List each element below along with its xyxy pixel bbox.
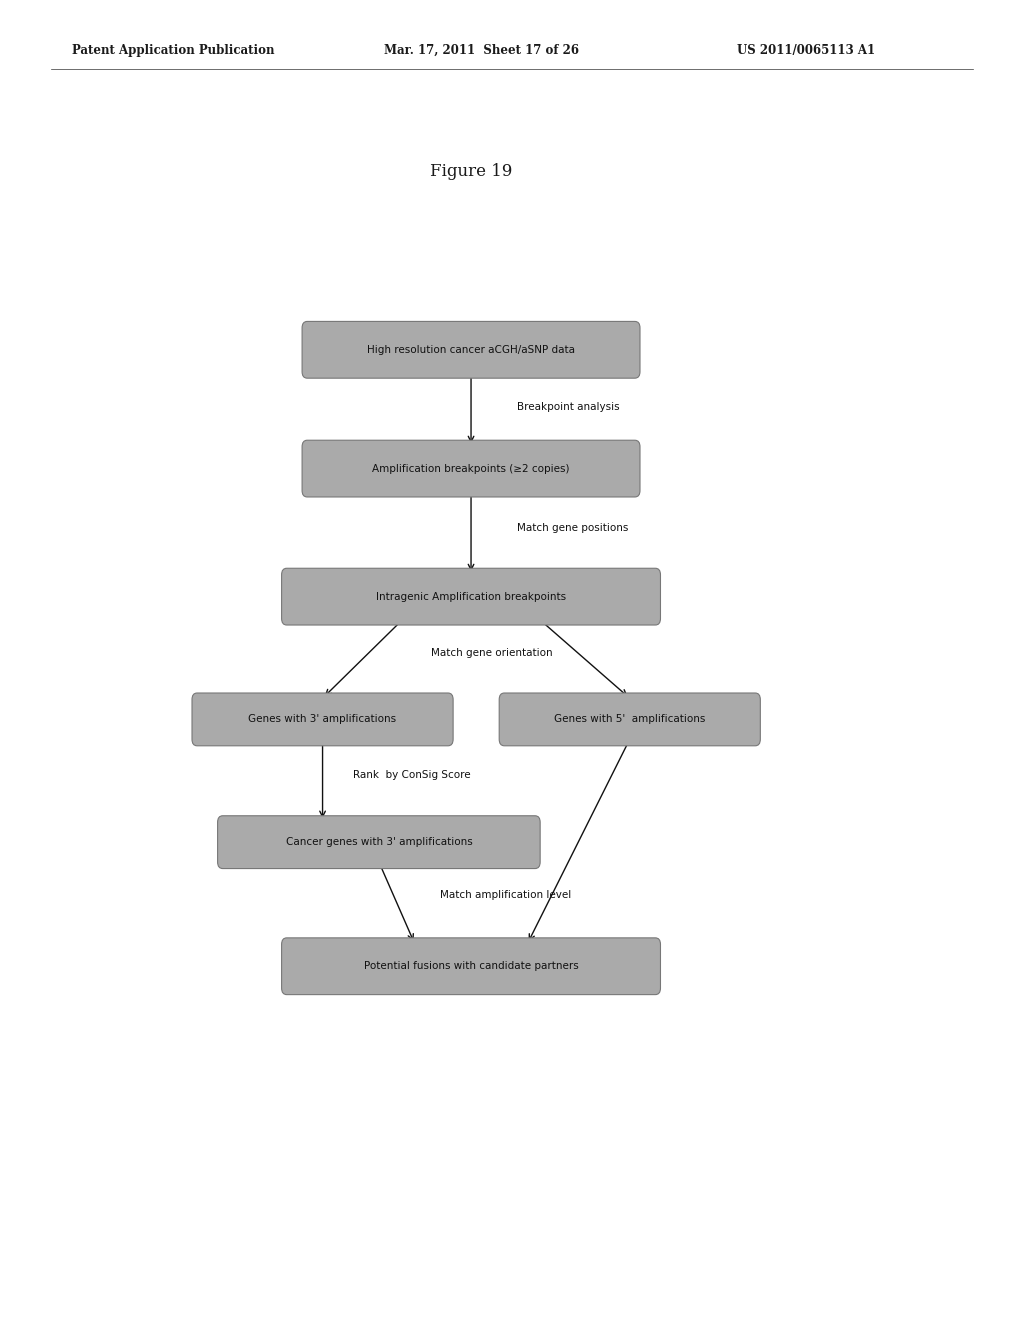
Text: Amplification breakpoints (≥2 copies): Amplification breakpoints (≥2 copies): [373, 463, 569, 474]
FancyBboxPatch shape: [193, 693, 453, 746]
Text: Genes with 5'  amplifications: Genes with 5' amplifications: [554, 714, 706, 725]
FancyBboxPatch shape: [282, 937, 660, 995]
FancyBboxPatch shape: [302, 440, 640, 496]
Text: Patent Application Publication: Patent Application Publication: [72, 44, 274, 57]
FancyBboxPatch shape: [282, 568, 660, 624]
Text: Match gene orientation: Match gene orientation: [431, 648, 552, 659]
Text: Match amplification level: Match amplification level: [440, 890, 571, 900]
Text: Potential fusions with candidate partners: Potential fusions with candidate partner…: [364, 961, 579, 972]
Text: Mar. 17, 2011  Sheet 17 of 26: Mar. 17, 2011 Sheet 17 of 26: [384, 44, 579, 57]
Text: Rank  by ConSig Score: Rank by ConSig Score: [353, 770, 471, 780]
Text: Match gene positions: Match gene positions: [517, 523, 629, 533]
Text: Cancer genes with 3' amplifications: Cancer genes with 3' amplifications: [286, 837, 472, 847]
Text: US 2011/0065113 A1: US 2011/0065113 A1: [737, 44, 876, 57]
Text: Intragenic Amplification breakpoints: Intragenic Amplification breakpoints: [376, 591, 566, 602]
Text: High resolution cancer aCGH/aSNP data: High resolution cancer aCGH/aSNP data: [367, 345, 575, 355]
Text: Breakpoint analysis: Breakpoint analysis: [517, 401, 620, 412]
FancyBboxPatch shape: [302, 321, 640, 378]
FancyBboxPatch shape: [500, 693, 760, 746]
FancyBboxPatch shape: [217, 816, 541, 869]
Text: Genes with 3' amplifications: Genes with 3' amplifications: [249, 714, 396, 725]
Text: Figure 19: Figure 19: [430, 164, 512, 180]
